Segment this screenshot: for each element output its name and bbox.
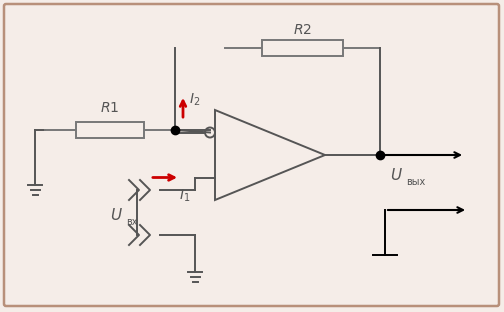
Text: $R1$: $R1$	[100, 101, 119, 115]
Text: $R2$: $R2$	[293, 23, 312, 37]
Text: $U$: $U$	[390, 167, 403, 183]
Bar	[262, 40, 343, 56]
Text: $U$: $U$	[110, 207, 123, 223]
Bar	[76, 122, 144, 138]
Text: $I_2$: $I_2$	[189, 92, 200, 108]
FancyBboxPatch shape	[4, 4, 499, 306]
Text: вых: вых	[406, 177, 425, 187]
Text: $I_1$: $I_1$	[179, 187, 191, 204]
Text: вх: вх	[126, 217, 138, 227]
